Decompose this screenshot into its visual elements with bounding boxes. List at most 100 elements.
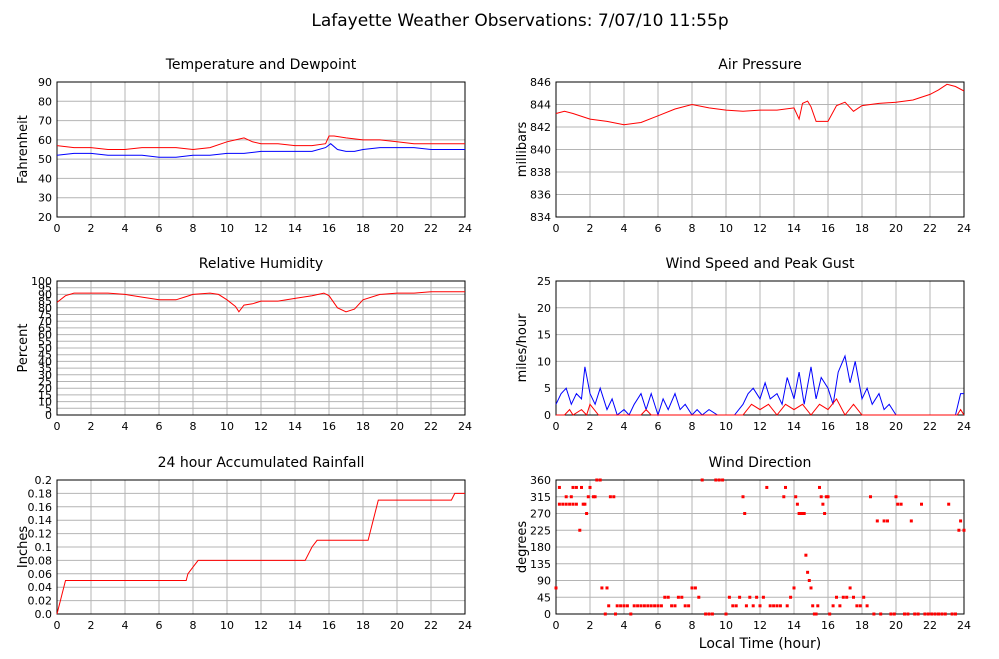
data-point <box>765 485 769 489</box>
x-tick-label: 14 <box>288 420 302 433</box>
x-tick-label: 16 <box>322 420 336 433</box>
x-tick-label: 0 <box>553 222 560 235</box>
data-point <box>583 502 587 506</box>
y-tick-label: 0 <box>544 608 551 621</box>
data-point <box>959 519 963 523</box>
y-tick-label: 315 <box>530 491 551 504</box>
data-point <box>717 478 721 482</box>
data-point <box>824 495 828 499</box>
x-tick-label: 22 <box>424 420 438 433</box>
data-point <box>809 586 813 590</box>
x-tick-label: 10 <box>719 619 733 632</box>
data-point <box>653 604 657 608</box>
y-tick-label: 60 <box>38 329 52 342</box>
x-tick-label: 22 <box>923 420 937 433</box>
data-point <box>818 485 821 489</box>
x-tick-label: 0 <box>553 420 560 433</box>
humidity-series-0-line <box>56 291 465 313</box>
x-tick-label: 10 <box>220 420 234 433</box>
x-tick-label: 8 <box>190 420 197 433</box>
x-tick-label: 18 <box>855 420 869 433</box>
data-point <box>619 604 623 608</box>
x-tick-label: 8 <box>190 619 197 632</box>
y-tick-label: 0.02 <box>28 595 53 608</box>
x-tick-label: 14 <box>787 420 801 433</box>
y-tick-label: 840 <box>530 144 551 157</box>
x-tick-label: 14 <box>787 222 801 235</box>
x-tick-label: 8 <box>689 222 696 235</box>
data-point <box>676 595 680 599</box>
y-tick-label: 45 <box>537 591 551 604</box>
data-point <box>869 495 872 499</box>
x-tick-label: 12 <box>753 420 767 433</box>
y-tick-label: 25 <box>38 376 52 389</box>
data-point <box>564 502 568 506</box>
data-point <box>930 612 934 616</box>
x-tick-label: 20 <box>889 619 903 632</box>
data-point <box>799 512 803 515</box>
x-tick-label: 18 <box>356 222 370 235</box>
y-tick-label: 838 <box>530 166 551 179</box>
data-point <box>865 604 869 608</box>
data-point <box>710 612 714 616</box>
data-point <box>782 495 786 499</box>
x-tick-label: 8 <box>689 420 696 433</box>
data-point <box>806 570 810 574</box>
humidity-title: Relative Humidity <box>199 256 323 272</box>
y-tick-label: 5 <box>544 382 551 395</box>
data-point <box>564 495 568 499</box>
data-point <box>666 595 670 599</box>
data-point <box>670 604 674 608</box>
pressure-title: Air Pressure <box>718 57 801 73</box>
y-tick-label: 50 <box>38 153 52 166</box>
x-tick-label: 0 <box>553 619 560 632</box>
y-tick-label: 20 <box>537 302 551 315</box>
data-point <box>738 595 742 599</box>
wind-title: Wind Speed and Peak Gust <box>666 256 855 272</box>
x-tick-label: 20 <box>390 222 404 235</box>
data-point <box>574 502 578 506</box>
y-tick-label: 45 <box>38 349 52 362</box>
x-tick-label: 14 <box>288 619 302 632</box>
pressure-plot-frame <box>555 81 965 218</box>
x-tick-label: 14 <box>288 222 302 235</box>
x-tick-label: 2 <box>88 420 95 433</box>
direction-title: Wind Direction <box>709 455 812 471</box>
data-point <box>943 612 947 616</box>
data-point <box>896 502 900 506</box>
data-point <box>828 612 832 616</box>
y-tick-label: 20 <box>38 382 52 395</box>
x-tick-label: 4 <box>621 619 628 632</box>
data-point <box>673 604 677 608</box>
x-tick-label: 6 <box>156 619 163 632</box>
data-point <box>642 604 646 608</box>
data-point <box>721 478 725 482</box>
x-tick-label: 18 <box>855 619 869 632</box>
data-point <box>882 519 886 523</box>
data-point <box>831 604 835 608</box>
data-point <box>848 586 852 590</box>
x-tick-label: 2 <box>587 222 594 235</box>
chart-rain: 24 hour Accumulated Rainfall0.00.020.040… <box>16 455 472 632</box>
data-point <box>569 495 573 499</box>
data-point <box>801 512 804 515</box>
y-tick-label: 842 <box>530 121 551 134</box>
x-tick-label: 2 <box>88 222 95 235</box>
x-tick-label: 6 <box>655 222 662 235</box>
x-tick-label: 20 <box>889 222 903 235</box>
x-tick-label: 12 <box>254 619 268 632</box>
x-tick-label: 6 <box>156 222 163 235</box>
y-tick-label: 846 <box>530 76 551 89</box>
direction-ylabel: degrees <box>515 521 530 574</box>
x-tick-label: 18 <box>356 420 370 433</box>
data-point <box>894 495 898 499</box>
rain-series-0-line <box>56 492 465 615</box>
y-tick-label: 15 <box>537 329 551 342</box>
data-point <box>663 595 667 599</box>
x-tick-label: 0 <box>54 619 61 632</box>
y-tick-label: 95 <box>38 282 52 295</box>
y-tick-label: 35 <box>38 362 52 375</box>
y-tick-label: 25 <box>537 275 551 288</box>
